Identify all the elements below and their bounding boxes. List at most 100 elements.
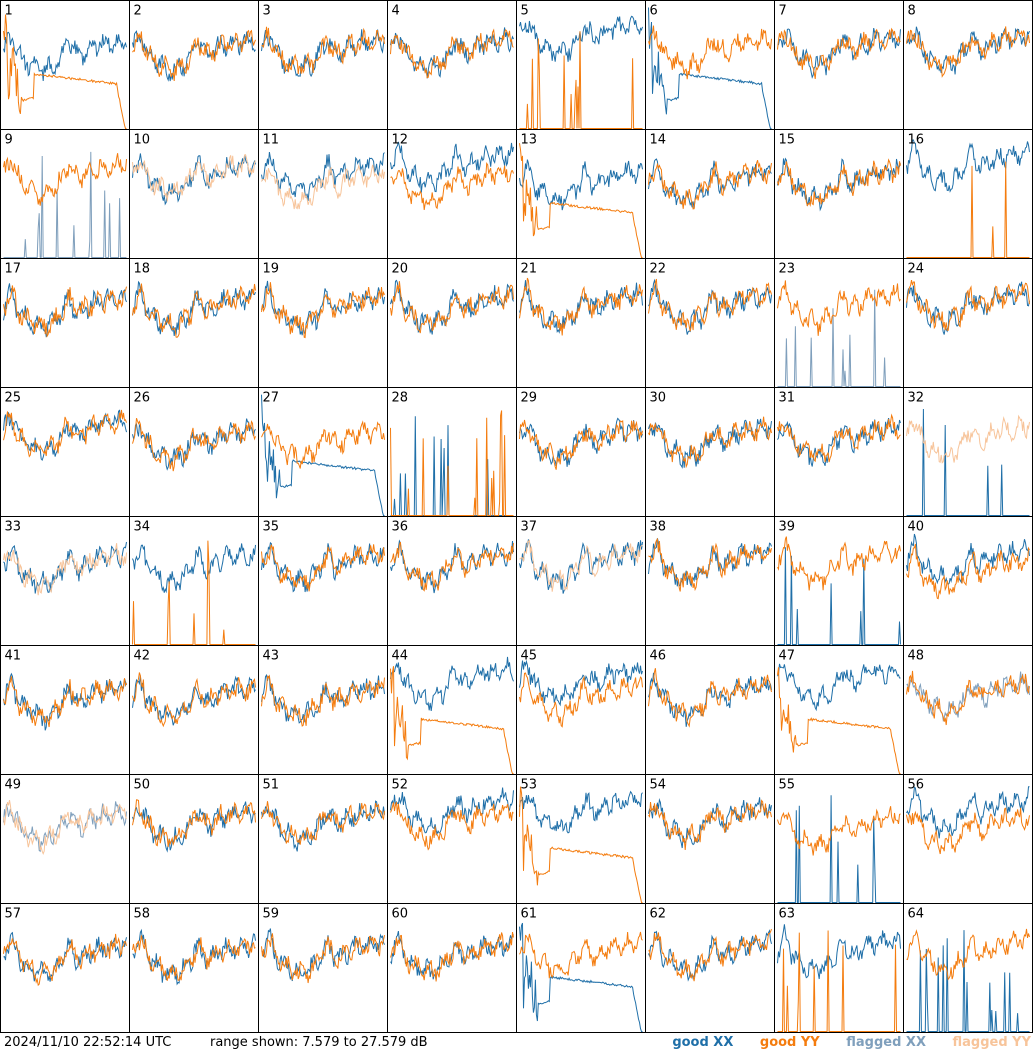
panel-frame (0, 516, 130, 646)
series-xx (132, 153, 256, 206)
series-yy (519, 31, 643, 129)
panel-47: 47 (774, 645, 904, 775)
panel-label: 60 (392, 907, 409, 922)
series-xx (777, 795, 901, 903)
panel-56: 56 (903, 774, 1033, 904)
panel-frame (258, 774, 388, 904)
series-yy (3, 153, 127, 206)
panel-53: 53 (516, 774, 646, 904)
panel-label: 50 (134, 778, 151, 793)
panel-label: 3 (263, 4, 271, 19)
series-xx (519, 790, 643, 834)
panel-frame (516, 645, 646, 775)
series-xx (261, 800, 385, 852)
series-xx (3, 283, 127, 338)
panel-18: 18 (129, 258, 259, 388)
series-xx (3, 151, 127, 258)
panel-23: 23 (774, 258, 904, 388)
series-yy (648, 668, 772, 728)
panel-label: 1 (5, 4, 13, 19)
panel-label: 18 (134, 262, 151, 277)
series-yy (648, 278, 772, 332)
panel-frame (0, 0, 130, 130)
panel-frame (387, 645, 517, 775)
panel-label: 54 (650, 778, 667, 793)
series-yy (132, 540, 256, 645)
panel-frame (774, 516, 904, 646)
panel-frame (516, 258, 646, 388)
panel-44: 44 (387, 645, 517, 775)
panel-label: 25 (5, 391, 22, 406)
panel-frame (903, 387, 1033, 517)
panel-14: 14 (645, 129, 775, 259)
panel-4: 4 (387, 0, 517, 130)
series-yy (261, 420, 385, 469)
legend-flagged-yy: flagged YY (952, 1035, 1032, 1050)
legend: good XX good YY flagged XX flagged YY (650, 1035, 1031, 1050)
panel-frame (387, 258, 517, 388)
panel-41: 41 (0, 645, 130, 775)
panel-label: 63 (779, 907, 796, 922)
panel-label: 44 (392, 649, 409, 664)
series-yy (519, 539, 643, 592)
panel-frame (258, 0, 388, 130)
panel-22: 22 (645, 258, 775, 388)
series-xx (906, 786, 1030, 839)
panel-label: 19 (263, 262, 280, 277)
panel-43: 43 (258, 645, 388, 775)
panel-frame (774, 903, 904, 1033)
series-yy (906, 161, 1030, 258)
panel-label: 64 (908, 907, 925, 922)
series-xx (906, 408, 1030, 516)
series-yy (390, 281, 514, 334)
panel-frame (645, 387, 775, 517)
series-xx (519, 417, 643, 467)
legend-good-yy: good YY (759, 1035, 820, 1050)
panel-label: 16 (908, 133, 925, 148)
series-xx (906, 533, 1030, 586)
panel-46: 46 (645, 645, 775, 775)
series-yy (132, 672, 256, 728)
panel-62: 62 (645, 903, 775, 1033)
panel-label: 14 (650, 133, 667, 148)
panel-label: 27 (263, 391, 280, 406)
series-yy (777, 413, 901, 463)
series-yy (906, 414, 1030, 464)
panel-frame (903, 258, 1033, 388)
panel-label: 36 (392, 520, 409, 535)
timestamp: 2024/11/10 22:52:14 UTC (4, 1035, 172, 1050)
panel-label: 61 (521, 907, 538, 922)
series-yy (519, 786, 643, 903)
series-xx (261, 394, 385, 516)
series-yy (390, 541, 514, 592)
panel-6: 6 (645, 0, 775, 130)
series-yy (519, 672, 643, 728)
panel-label: 55 (779, 778, 796, 793)
panel-label: 31 (779, 391, 796, 406)
series-yy (906, 807, 1030, 855)
panel-39: 39 (774, 516, 904, 646)
series-xx (777, 924, 901, 980)
series-yy (777, 667, 901, 774)
panel-27: 27 (258, 387, 388, 517)
panel-label: 7 (779, 4, 787, 19)
panel-11: 11 (258, 129, 388, 259)
legend-flagged-xx: flagged XX (846, 1035, 926, 1050)
panel-9: 9 (0, 129, 130, 259)
panel-label: 42 (134, 649, 151, 664)
panel-64: 64 (903, 903, 1033, 1033)
panel-13: 13 (516, 129, 646, 259)
series-xx (648, 158, 772, 209)
series-xx (3, 31, 127, 82)
panel-32: 32 (903, 387, 1033, 517)
panel-frame (516, 387, 646, 517)
series-yy (648, 799, 772, 850)
panel-label: 48 (908, 649, 925, 664)
series-yy (390, 666, 514, 774)
panel-label: 59 (263, 907, 280, 922)
panel-50: 50 (129, 774, 259, 904)
series-yy (648, 928, 772, 982)
series-yy (261, 544, 385, 592)
series-xx (132, 543, 256, 594)
panel-frame (387, 387, 517, 517)
